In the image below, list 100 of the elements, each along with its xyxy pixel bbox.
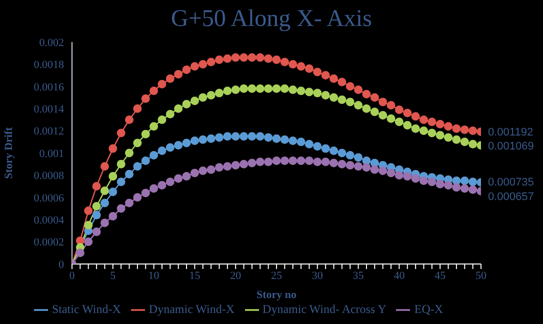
point — [256, 84, 264, 93]
point — [133, 104, 142, 113]
point — [166, 178, 174, 186]
y-tick-label: 0.0018 — [34, 59, 64, 72]
point — [444, 133, 453, 142]
point — [378, 98, 388, 106]
legend-label: Static Wind-X — [52, 302, 121, 316]
point — [240, 160, 248, 168]
y-tick-label: 0.0002 — [34, 236, 64, 249]
point — [321, 158, 330, 166]
point — [296, 156, 306, 166]
point — [92, 202, 101, 211]
point — [206, 91, 216, 100]
data-label: 0.001192 — [488, 126, 534, 139]
point — [362, 163, 371, 172]
point — [174, 174, 183, 183]
point — [125, 170, 134, 178]
point — [304, 140, 314, 148]
point — [116, 178, 126, 186]
point — [428, 178, 436, 186]
point — [264, 84, 273, 93]
point — [296, 62, 306, 71]
point — [370, 165, 379, 174]
point — [378, 166, 388, 176]
point — [264, 158, 273, 166]
point — [182, 138, 191, 148]
x-tick-label: 35 — [352, 270, 364, 282]
point — [394, 170, 404, 180]
point — [419, 115, 428, 124]
point — [125, 198, 134, 208]
point — [248, 84, 256, 93]
point — [362, 90, 371, 98]
point — [231, 85, 240, 94]
point — [468, 178, 478, 186]
point — [272, 56, 281, 64]
point — [468, 140, 478, 148]
point — [411, 174, 420, 183]
point — [108, 212, 118, 221]
point — [116, 204, 126, 213]
point — [419, 176, 428, 185]
point — [394, 105, 404, 114]
point — [133, 193, 142, 202]
point — [304, 156, 314, 166]
point — [182, 66, 191, 74]
point — [125, 148, 134, 158]
point — [141, 130, 150, 138]
point — [354, 153, 363, 162]
point — [428, 118, 436, 126]
point — [338, 148, 346, 158]
x-tick-label: 20 — [230, 270, 242, 282]
y-axis-title: Story Drift — [2, 126, 15, 179]
legend-label: Dynamic Wind- Across Y — [262, 302, 386, 316]
point — [84, 220, 93, 230]
x-axis-title: Story no — [256, 289, 298, 301]
point — [182, 172, 191, 181]
x-tick-label: 40 — [394, 270, 406, 282]
point — [206, 134, 216, 143]
point — [394, 118, 404, 126]
y-tick-label: 0.0014 — [34, 104, 64, 116]
point — [100, 162, 109, 171]
point — [116, 128, 126, 138]
point — [354, 85, 363, 94]
point — [141, 188, 150, 198]
x-tick-label: 15 — [189, 270, 201, 282]
point — [133, 138, 142, 148]
point — [330, 93, 338, 102]
point — [133, 162, 142, 171]
point — [223, 86, 232, 96]
point — [214, 133, 224, 142]
data-label: 0.001069 — [488, 140, 534, 152]
point — [174, 104, 183, 113]
point — [150, 122, 158, 131]
x-tick-label: 25 — [271, 270, 282, 282]
point — [158, 80, 166, 88]
point — [346, 82, 354, 91]
point — [346, 150, 354, 160]
y-tick-label: 0.0006 — [34, 192, 64, 204]
point — [452, 135, 461, 144]
point — [288, 136, 298, 146]
point — [256, 53, 264, 62]
chart-title: G+50 Along X- Axis — [170, 6, 373, 33]
point — [182, 100, 191, 108]
x-tick-label: 30 — [312, 270, 324, 282]
point — [240, 84, 248, 93]
point — [296, 138, 306, 146]
point — [346, 98, 354, 106]
point — [223, 132, 232, 141]
point — [174, 140, 183, 150]
point — [321, 91, 330, 100]
point — [378, 111, 388, 120]
point — [214, 163, 224, 172]
point — [158, 180, 166, 190]
point — [460, 125, 469, 134]
point — [468, 185, 478, 194]
y-tick-label: 0 — [58, 258, 64, 271]
point — [141, 94, 150, 103]
point — [100, 198, 109, 208]
y-tick-label: 0.0008 — [34, 170, 64, 182]
data-label: 0.000657 — [488, 191, 534, 204]
point — [370, 108, 379, 116]
